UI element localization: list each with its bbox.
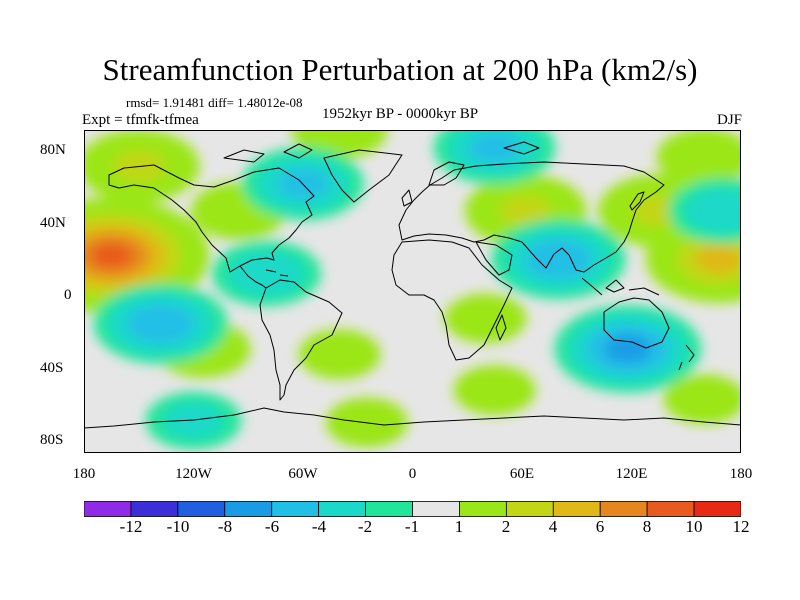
colorbar-label: 8 <box>642 517 652 536</box>
anomaly-band <box>524 239 593 280</box>
colorbar-box <box>271 501 320 517</box>
colorbar <box>83 501 742 517</box>
colorbar-box <box>83 501 132 517</box>
anomaly-band <box>453 365 536 416</box>
colorbar-box <box>599 501 648 517</box>
season-label: DJF <box>716 112 742 128</box>
coastline-caribbean <box>265 269 289 277</box>
y-tick-label: 80S <box>40 432 64 448</box>
colorbar-label: -4 <box>311 517 327 536</box>
colorbar-box <box>412 501 460 517</box>
y-tick-label: 80N <box>40 142 66 158</box>
period-label: 1952kyr BP - 0000kyr BP <box>322 106 479 122</box>
colorbar-box <box>552 501 601 517</box>
colorbar-box <box>646 501 695 517</box>
coastline-scandinavia <box>428 161 465 186</box>
colorbar-label: 4 <box>548 517 558 536</box>
colorbar-label: 12 <box>732 517 750 536</box>
anomaly-band <box>500 195 552 226</box>
coastline-arctic-islands <box>223 141 540 163</box>
map-panel <box>84 130 741 453</box>
experiment-label: Expt = tfmfk-tfmea <box>82 112 199 128</box>
coastlines <box>84 141 741 429</box>
coastline-eurasia <box>398 161 665 273</box>
colorbar-label: -2 <box>357 517 373 536</box>
coastline-africa <box>391 239 513 361</box>
x-tick-label: 120E <box>615 466 648 482</box>
anomaly-band <box>684 187 741 234</box>
colorbar-label: 1 <box>454 517 464 536</box>
anomaly-band <box>696 245 741 273</box>
colorbar-label: -10 <box>166 517 190 536</box>
anomaly-band <box>309 130 370 149</box>
streamfunction-map <box>84 130 741 453</box>
colorbar-label: -1 <box>404 517 420 536</box>
colorbar-label: 6 <box>595 517 605 536</box>
colorbar-label: -8 <box>217 517 233 536</box>
colorbar-label: -6 <box>264 517 280 536</box>
map-frame <box>84 130 741 453</box>
colorbar-box <box>693 501 742 517</box>
colorbar-box <box>318 501 366 517</box>
y-tick-label: 40N <box>40 215 66 231</box>
anomaly-band <box>298 329 381 380</box>
anomaly-band <box>469 132 520 164</box>
coastline-new-zealand <box>678 344 695 371</box>
coastline-british-isles <box>401 189 413 207</box>
anomaly-band <box>113 150 165 182</box>
anomaly-band <box>663 374 741 425</box>
coastline-madagascar <box>495 314 507 341</box>
coastline-greenland <box>323 149 403 203</box>
coastline-central-america <box>239 265 267 289</box>
colorbar-box <box>177 501 226 517</box>
anomaly-band <box>127 303 195 344</box>
colorbar-boxes <box>83 501 742 517</box>
y-tick-label: 0 <box>64 287 72 303</box>
anomaly-band <box>91 243 132 268</box>
figure-title: Streamfunction Perturbation at 200 hPa (… <box>102 52 698 87</box>
anomaly-band <box>674 138 735 175</box>
colorbar-label: -12 <box>119 517 143 536</box>
coastline-japan <box>629 191 645 211</box>
anomaly-band <box>444 293 527 344</box>
colorbar-box <box>224 501 273 517</box>
x-tick-label: 120W <box>175 466 212 482</box>
x-tick-label: 180 <box>72 466 96 482</box>
coastline-antarctica <box>84 407 741 429</box>
stats-text: rmsd= 1.91481 diff= 1.48012e-08 <box>126 95 303 110</box>
anomaly-band <box>163 402 224 439</box>
x-tick-label: 0 <box>408 466 417 482</box>
coastline-south-america <box>259 279 343 401</box>
y-tick-label: 40S <box>40 360 64 376</box>
x-tick-label: 180 <box>729 466 753 482</box>
colorbar-label: 10 <box>685 517 703 536</box>
anomaly-band <box>604 335 651 363</box>
contour-fields <box>84 130 741 450</box>
colorbar-label: 2 <box>501 517 511 536</box>
coastline-australia <box>603 297 670 349</box>
colorbar-box <box>459 501 507 517</box>
colorbar-box <box>130 501 179 517</box>
colorbar-box <box>365 501 413 517</box>
x-tick-label: 60W <box>288 466 318 482</box>
coastline-north-america <box>108 164 315 273</box>
colorbar-box <box>505 501 554 517</box>
coastline-indonesia <box>581 277 660 296</box>
coastline-arabia <box>475 241 513 276</box>
x-tick-label: 60E <box>509 466 535 482</box>
